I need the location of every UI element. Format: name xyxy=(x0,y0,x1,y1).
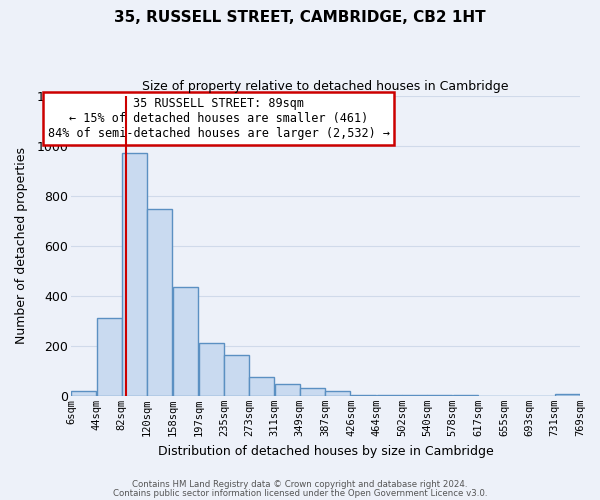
Text: 35, RUSSELL STREET, CAMBRIDGE, CB2 1HT: 35, RUSSELL STREET, CAMBRIDGE, CB2 1HT xyxy=(114,10,486,25)
Bar xyxy=(97,318,122,396)
Bar xyxy=(173,287,197,396)
X-axis label: Distribution of detached houses by size in Cambridge: Distribution of detached houses by size … xyxy=(158,444,493,458)
Bar xyxy=(352,394,376,396)
Bar xyxy=(224,354,249,396)
Bar xyxy=(249,377,274,396)
Bar xyxy=(275,384,299,396)
Bar xyxy=(325,392,350,396)
Bar xyxy=(555,394,580,396)
Text: Contains public sector information licensed under the Open Government Licence v3: Contains public sector information licen… xyxy=(113,488,487,498)
Bar xyxy=(122,153,147,396)
Bar xyxy=(377,394,402,396)
Title: Size of property relative to detached houses in Cambridge: Size of property relative to detached ho… xyxy=(142,80,509,93)
Text: Contains HM Land Registry data © Crown copyright and database right 2024.: Contains HM Land Registry data © Crown c… xyxy=(132,480,468,489)
Bar xyxy=(402,394,427,396)
Bar xyxy=(199,343,224,396)
Text: 35 RUSSELL STREET: 89sqm
← 15% of detached houses are smaller (461)
84% of semi-: 35 RUSSELL STREET: 89sqm ← 15% of detach… xyxy=(47,97,389,140)
Bar xyxy=(427,394,452,396)
Bar xyxy=(71,391,96,396)
Y-axis label: Number of detached properties: Number of detached properties xyxy=(15,147,28,344)
Bar xyxy=(147,210,172,396)
Bar xyxy=(300,388,325,396)
